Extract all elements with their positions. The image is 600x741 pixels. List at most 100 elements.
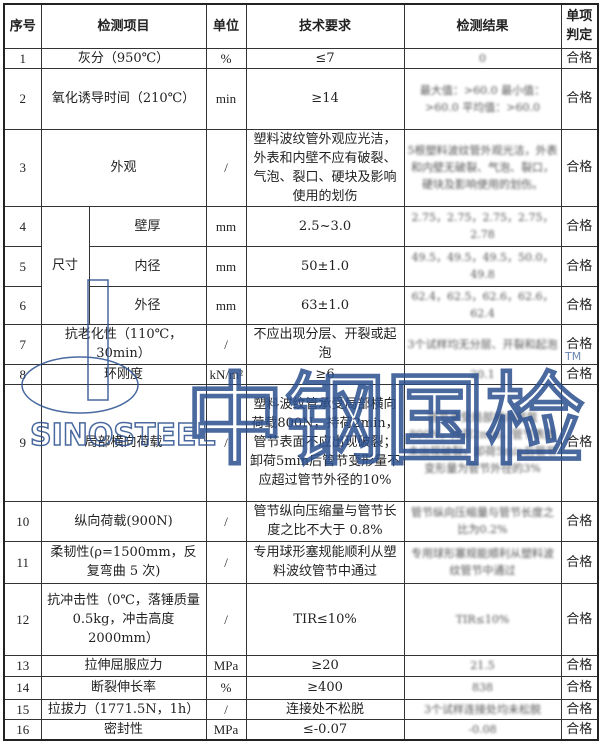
result: 838 [403, 675, 562, 700]
unit: MPa [205, 654, 247, 677]
result: 5根塑料波纹管外观光洁，外表和内壁无破裂、气泡、裂口，硬块及影响使用的划伤。 [403, 128, 562, 207]
requirement: 50±1.0 [245, 245, 405, 287]
row-number: 12 [3, 582, 42, 656]
table-row: 8 环刚度 kN/m² ≥6 20.1 合格 [3, 363, 599, 385]
verdict: 合格 [560, 540, 599, 584]
test-item: 氧化诱导时间（210℃） [40, 67, 207, 130]
requirement: TIR≤10% [245, 582, 405, 656]
table-row: 16 密封性 MPa ≤-0.07 -0.08 合格 [3, 718, 599, 740]
test-item: 内径 [88, 245, 207, 287]
verdict: 合格 [560, 500, 599, 542]
requirement: 不应出现分层、开裂或起泡 [245, 323, 405, 365]
requirement: ≥400 [245, 675, 405, 700]
table-row: 12 抗冲击性（0℃，落锤质量 0.5kg，冲击高度 2000mm） / TIR≤10… [3, 582, 599, 656]
test-results-table: 序号 检测项目 单位 技术要求 检测结果 单项判定 1 灰分（950℃）% ≤7 0 合… [3, 3, 600, 741]
header-verdict: 单项判定 [560, 3, 599, 49]
test-item: 外观 [40, 128, 207, 207]
row-number: 3 [3, 128, 42, 207]
header-row: 序号 检测项目 单位 技术要求 检测结果 单项判定 [3, 3, 599, 49]
unit: / [205, 500, 247, 542]
table-row: 14 断裂伸长率% ≥400 838 合格 [3, 675, 599, 700]
test-item: 抗老化性（110℃，30min） [40, 323, 207, 365]
verdict: 合格 [560, 383, 599, 502]
test-item: 拉拔力（1771.5N，1h） [40, 698, 207, 720]
result: 0 [403, 47, 562, 69]
unit: min [205, 67, 247, 130]
table-row: 10 纵向荷载(900N) / 管节纵向压缩量与管节长度之比不大于 0.8% 管节纵向压… [3, 500, 599, 542]
table-row: 5 内径 mm 50±1.0 49.5，49.5，49.5，50.0，49.8 合格 [3, 245, 599, 287]
row-number: 14 [3, 675, 42, 700]
result: 20.1 [403, 363, 562, 385]
header-item: 检测项目 [40, 3, 207, 49]
requirement: 专用球形塞规能顺利从塑料波纹管节中通过 [245, 540, 405, 584]
verdict: 合格 [560, 245, 599, 287]
result: 管节承受局部横向荷载800N，持荷2min，管节表面未出现破裂，卸荷5min后管… [403, 383, 562, 502]
row-number: 10 [3, 500, 42, 542]
header-requirement: 技术要求 [245, 3, 405, 49]
unit: / [205, 540, 247, 584]
requirement: 连接处不松脱 [245, 698, 405, 720]
row-number: 4 [3, 205, 42, 247]
unit: / [205, 383, 247, 502]
table-row: 4 尺寸 壁厚 mm 2.5~3.0 2.75，2.75，2.75，2.75，2.78 合格 [3, 205, 599, 325]
test-item: 柔韧性(ρ=1500mm，反复弯曲 5 次) [40, 540, 207, 584]
table-row: 3 外观 / 塑料波纹管外观应光洁，外表和内壁不应有破裂、气泡、裂口、硬块及影响使用的… [3, 128, 599, 207]
table-row: 15 拉拔力（1771.5N，1h） / 连接处不松脱 3个试样连接处均未松脱 合格 [3, 698, 599, 720]
result: TIR≤10% [403, 582, 562, 656]
header-unit: 单位 [205, 3, 247, 49]
verdict: 合格 [560, 363, 599, 385]
unit: mm [205, 285, 247, 325]
size-group-label: 尺寸 [40, 205, 90, 325]
unit: mm [205, 205, 247, 247]
table-row: 6 外径 mm 63±1.0 62.4，62.5，62.6，62.6，62.4 合格 [3, 285, 599, 325]
row-number: 15 [3, 698, 42, 720]
unit: / [205, 128, 247, 207]
result: 最大值：>60.0 最小值：>60.0 平均值：>60.0 [403, 67, 562, 130]
row-number: 13 [3, 654, 42, 677]
row-number: 7 [3, 323, 42, 365]
verdict: 合格 [560, 675, 599, 700]
verdict: 合格 [560, 718, 599, 740]
test-item: 纵向荷载(900N) [40, 500, 207, 542]
unit: % [205, 675, 247, 700]
row-number: 1 [3, 47, 42, 69]
table-row: 11 柔韧性(ρ=1500mm，反复弯曲 5 次) / 专用球形塞规能顺利从塑料波纹管… [3, 540, 599, 584]
unit: mm [205, 245, 247, 287]
unit: / [205, 323, 247, 365]
test-item: 环刚度 [40, 363, 207, 385]
table-row: 9 局部横向荷载 / 塑料波纹管承受局部横向荷载800N，持荷2min，管节表面不应出… [3, 383, 599, 502]
result: -0.08 [403, 718, 562, 740]
requirement: ≤7 [245, 47, 405, 69]
requirement: ≥14 [245, 67, 405, 130]
table-row: 1 灰分（950℃）% ≤7 0 合格 [3, 47, 599, 69]
verdict: 合格 [560, 67, 599, 130]
row-number: 11 [3, 540, 42, 584]
requirement: 管节纵向压缩量与管节长度之比不大于 0.8% [245, 500, 405, 542]
requirement: 2.5~3.0 [245, 205, 405, 247]
verdict: 合格 [560, 654, 599, 677]
verdict: 合格 [560, 323, 599, 365]
row-number: 5 [3, 245, 42, 287]
unit: % [205, 47, 247, 69]
test-item: 局部横向荷载 [40, 383, 207, 502]
test-item: 抗冲击性（0℃，落锤质量 0.5kg，冲击高度 2000mm） [40, 582, 207, 656]
unit: kN/m² [205, 363, 247, 385]
unit: MPa [205, 718, 247, 740]
row-number: 6 [3, 285, 42, 325]
requirement: 63±1.0 [245, 285, 405, 325]
requirement: 塑料波纹管外观应光洁，外表和内壁不应有破裂、气泡、裂口、硬块及影响使用的划伤 [245, 128, 405, 207]
verdict: 合格 [560, 205, 599, 247]
row-number: 16 [3, 718, 42, 740]
header-no: 序号 [3, 3, 42, 49]
table-row: 2 氧化诱导时间（210℃） min ≥14 最大值：>60.0 最小值：>60.0 平… [3, 67, 599, 130]
requirement: ≥20 [245, 654, 405, 677]
result: 2.75，2.75，2.75，2.75，2.78 [403, 205, 562, 247]
unit: / [205, 698, 247, 720]
requirement: ≤-0.07 [245, 718, 405, 740]
header-result: 检测结果 [403, 3, 562, 49]
test-item: 拉伸屈服应力 [40, 654, 207, 677]
test-item: 灰分（950℃） [40, 47, 207, 69]
verdict: 合格 [560, 698, 599, 720]
verdict: 合格 [560, 47, 599, 69]
row-number: 2 [3, 67, 42, 130]
